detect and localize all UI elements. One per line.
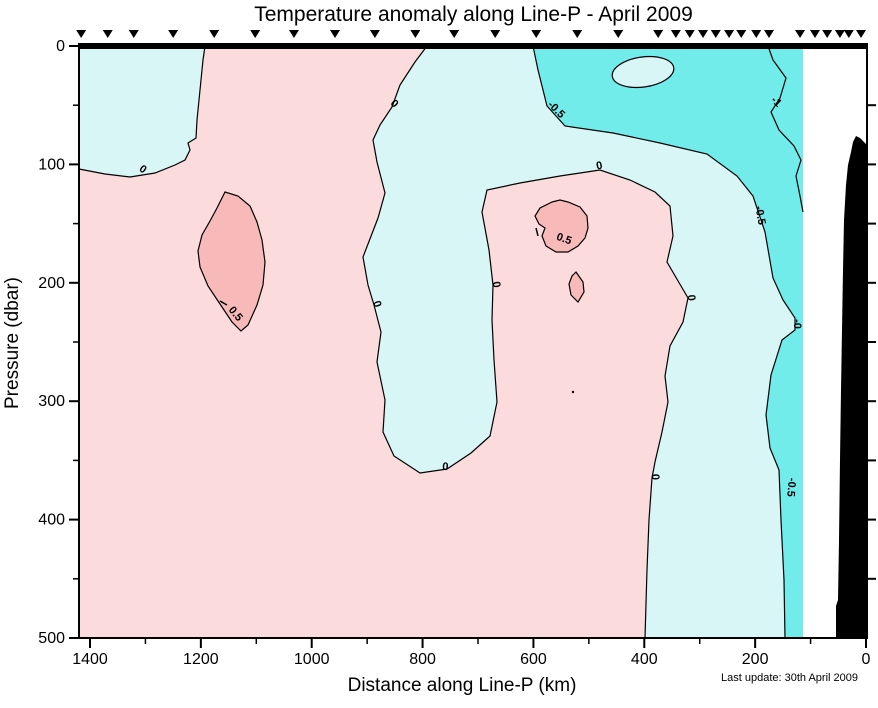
- station-marker-triangle: [795, 30, 806, 38]
- station-marker-triangle: [410, 30, 421, 38]
- last-update-note: Last update: 30th April 2009: [721, 672, 858, 684]
- contour-line-minus05: [532, 45, 796, 639]
- contour-label: 0: [370, 299, 383, 309]
- station-marker-triangle: [822, 30, 833, 38]
- land-silhouette: [836, 136, 867, 638]
- station-marker-triangle: [736, 30, 747, 38]
- station-marker-triangle: [329, 30, 340, 38]
- station-marker-triangle: [764, 30, 774, 38]
- contour-label: 0: [442, 461, 449, 473]
- station-marker-triangle: [449, 30, 460, 38]
- contour-label: 0.5: [555, 231, 573, 248]
- chart-title: Temperature anomaly along Line-P - April…: [254, 3, 693, 26]
- label-leader-mark: [219, 300, 228, 306]
- x-tick-label: 400: [631, 651, 658, 668]
- x-tick-label: 0: [862, 651, 871, 668]
- x-tick-label: 600: [520, 651, 547, 668]
- y-tick-label: 100: [38, 156, 65, 173]
- x-tick-label: 1000: [294, 651, 330, 668]
- y-tick-label: 200: [38, 275, 65, 292]
- stray-contour-dot: [571, 390, 575, 394]
- closed-contour-ellipse: [611, 55, 675, 89]
- station-marker-triangle: [653, 30, 664, 38]
- contour-line-0-corner: [78, 45, 206, 178]
- station-marker-triangle: [856, 30, 867, 38]
- station-marker-triangle: [250, 30, 261, 38]
- x-tick-label: 1400: [72, 651, 108, 668]
- contour-label: -0.5: [752, 205, 767, 226]
- x-tick-label: 800: [409, 651, 436, 668]
- contour-line-0-main: [362, 45, 689, 639]
- station-marker-triangle: [76, 30, 87, 38]
- region-above-05-east: [534, 199, 589, 253]
- station-marker-triangle: [288, 30, 299, 38]
- station-marker-triangle: [128, 30, 139, 38]
- y-tick-label: 0: [56, 38, 65, 55]
- station-marker-triangle: [751, 30, 762, 38]
- y-tick-label: 300: [38, 393, 65, 410]
- region-negative-top-left: [79, 46, 205, 177]
- station-marker-triangle: [834, 30, 845, 38]
- contour-line-minus1: [767, 45, 804, 213]
- station-marker-triangle: [698, 30, 709, 38]
- contour-label: -0.5: [784, 477, 798, 497]
- contour-label: -0: [791, 319, 803, 329]
- station-marker-triangle: [168, 30, 179, 38]
- y-tick-label: 500: [38, 630, 65, 647]
- station-marker-triangle: [810, 30, 821, 38]
- station-marker-triangle: [369, 30, 380, 38]
- region-negative-main: [363, 46, 803, 638]
- contour-label: 0: [137, 163, 149, 176]
- station-marker-triangle: [684, 30, 695, 38]
- y-tick-label: 400: [38, 512, 65, 529]
- station-marker-triangle: [572, 30, 583, 38]
- contour-label: 0: [685, 294, 697, 301]
- plot-frame-top-thick: [78, 44, 868, 49]
- contour-label: 0: [595, 160, 603, 173]
- contour-label: 0: [649, 474, 661, 481]
- station-marker-triangle: [710, 30, 721, 38]
- station-marker-triangle: [209, 30, 220, 38]
- station-marker-triangle: [670, 30, 681, 38]
- station-marker-triangle: [102, 30, 113, 38]
- station-marker-triangle: [531, 30, 542, 38]
- x-axis-label: Distance along Line-P (km): [347, 675, 577, 696]
- station-marker-triangle: [724, 30, 735, 38]
- station-marker-triangle: [843, 30, 854, 38]
- station-marker-triangle: [613, 30, 624, 38]
- station-marker-triangle: [490, 30, 501, 38]
- x-tick-label: 200: [742, 651, 769, 668]
- region-above-05-lens: [568, 271, 585, 303]
- label-leader-mark: [535, 227, 539, 237]
- x-tick-label: 1200: [183, 651, 219, 668]
- region-above-05-west: [197, 191, 266, 332]
- contour-label: 0: [490, 281, 503, 289]
